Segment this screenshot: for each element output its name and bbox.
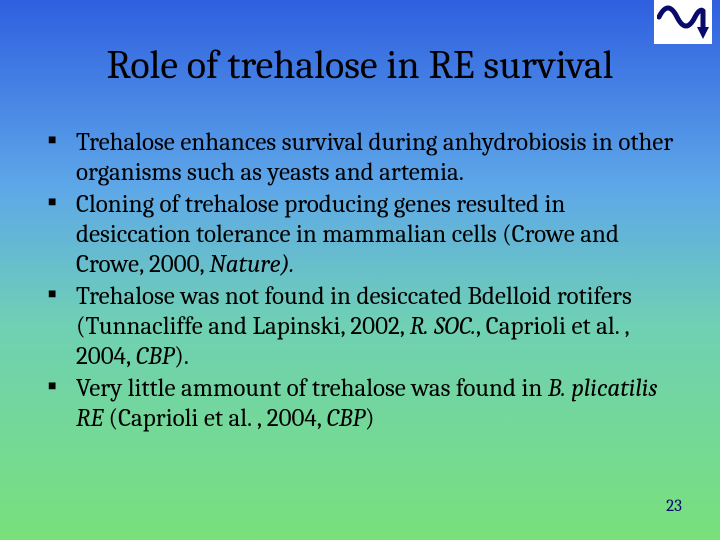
text-run: Cloning of trehalose producing genes res… [76, 190, 619, 279]
text-run: CBP [136, 342, 174, 371]
text-run: Very little ammount of trehalose was fou… [76, 374, 548, 403]
text-run: (Caprioli et al. , 2004, [103, 404, 327, 433]
corner-logo [654, 0, 712, 44]
text-run: R. SOC. [410, 312, 476, 341]
text-run: Nature). [209, 250, 294, 279]
slide: Role of trehalose in RE survival Trehalo… [0, 0, 720, 540]
text-run: CBP [327, 404, 365, 433]
bullet-item: Trehalose was not found in desiccated Bd… [48, 282, 678, 372]
text-run: ). [174, 342, 189, 371]
text-run: Trehalose enhances survival during anhyd… [76, 128, 673, 187]
bullet-item: Cloning of trehalose producing genes res… [48, 190, 678, 280]
page-number: 23 [666, 497, 682, 516]
bullet-list: Trehalose enhances survival during anhyd… [48, 128, 678, 436]
bullet-item: Very little ammount of trehalose was fou… [48, 374, 678, 434]
slide-title: Role of trehalose in RE survival [0, 42, 720, 88]
wave-arrow-icon [657, 3, 709, 41]
text-run: ) [365, 404, 375, 433]
bullet-item: Trehalose enhances survival during anhyd… [48, 128, 678, 188]
